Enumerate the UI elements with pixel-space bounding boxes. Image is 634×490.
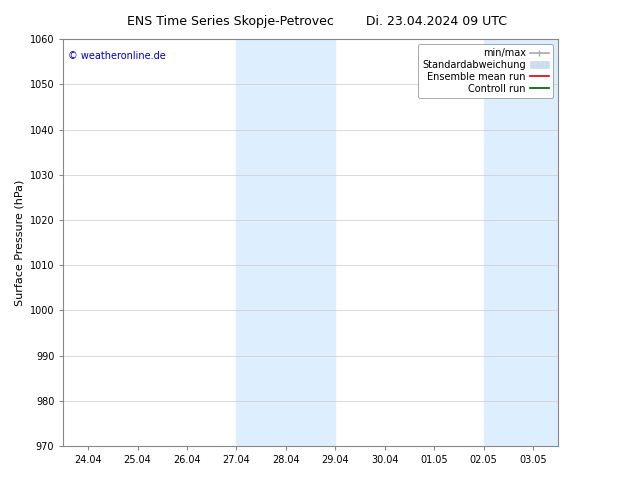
- Bar: [236, 39, 335, 446]
- Text: © weatheronline.de: © weatheronline.de: [68, 51, 166, 61]
- Bar: [484, 39, 583, 446]
- Y-axis label: Surface Pressure (hPa): Surface Pressure (hPa): [14, 179, 24, 306]
- Legend: min/max, Standardabweichung, Ensemble mean run, Controll run: min/max, Standardabweichung, Ensemble me…: [418, 44, 553, 98]
- Text: ENS Time Series Skopje-Petrovec        Di. 23.04.2024 09 UTC: ENS Time Series Skopje-Petrovec Di. 23.0…: [127, 15, 507, 28]
